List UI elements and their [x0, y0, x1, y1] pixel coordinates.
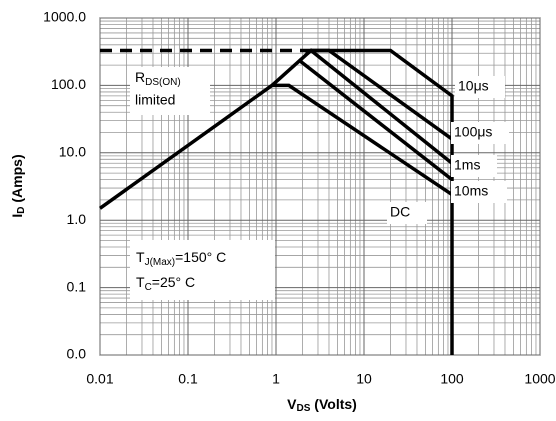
- rds-main: R: [135, 69, 145, 85]
- x-tick-label: 1: [272, 371, 280, 387]
- rds-label: RDS(ON): [135, 69, 181, 88]
- series-label: 100μs: [454, 124, 492, 140]
- temp-label-1: TJ(Max)=150° C: [136, 249, 226, 268]
- series-label-box: [451, 155, 497, 177]
- series-label: 1ms: [454, 157, 480, 173]
- x-label-sub: DS: [297, 403, 311, 414]
- series-label: 10μs: [458, 78, 489, 94]
- temp1-sub: J(Max): [145, 257, 176, 268]
- x-label-main: V: [287, 396, 297, 412]
- y-label-main: I: [9, 214, 25, 218]
- series-label-box: [455, 76, 505, 98]
- series-line: [297, 58, 454, 182]
- temp2-main: T: [136, 274, 145, 290]
- y-tick-label: 0.1: [67, 278, 87, 294]
- series-line: [270, 49, 313, 87]
- rds-sub: DS(ON): [145, 77, 181, 88]
- rds-label-line2: limited: [135, 92, 175, 108]
- temp-label-2: TC=25° C: [136, 274, 195, 293]
- rds-label-box: [130, 67, 210, 115]
- x-tick-label: 100: [440, 371, 464, 387]
- x-tick-label: 0.01: [86, 371, 113, 387]
- series-label-box: [451, 181, 507, 203]
- y-tick-label: 1.0: [67, 211, 87, 227]
- x-tick-label: 0.1: [178, 371, 198, 387]
- series-line: [311, 48, 454, 141]
- y-tick-label: 0.0: [67, 346, 87, 362]
- series-line: [311, 48, 454, 355]
- series-label: DC: [390, 204, 410, 220]
- y-tick-label: 10.0: [59, 144, 86, 160]
- temp1-rest: =150° C: [175, 249, 226, 265]
- temp-label-box: [130, 240, 275, 300]
- series-label-box: [451, 122, 509, 144]
- y-label-sub: D: [16, 207, 27, 214]
- y-label-rest: (Amps): [9, 154, 25, 206]
- x-tick-label: 1000: [524, 371, 555, 387]
- temp2-sub: C: [145, 282, 152, 293]
- temp2-rest: =25° C: [152, 274, 195, 290]
- y-axis-label: ID (Amps): [9, 154, 27, 217]
- x-tick-label: 10: [356, 371, 372, 387]
- temp1-main: T: [136, 249, 145, 265]
- y-tick-label: 1000.0: [43, 9, 86, 25]
- x-axis-label: VDS (Volts): [287, 396, 357, 414]
- y-tick-label: 100.0: [51, 76, 86, 92]
- series-label-box: [387, 202, 427, 224]
- x-label-rest: (Volts): [310, 396, 356, 412]
- series-line: [98, 83, 453, 210]
- series-label: 10ms: [454, 183, 488, 199]
